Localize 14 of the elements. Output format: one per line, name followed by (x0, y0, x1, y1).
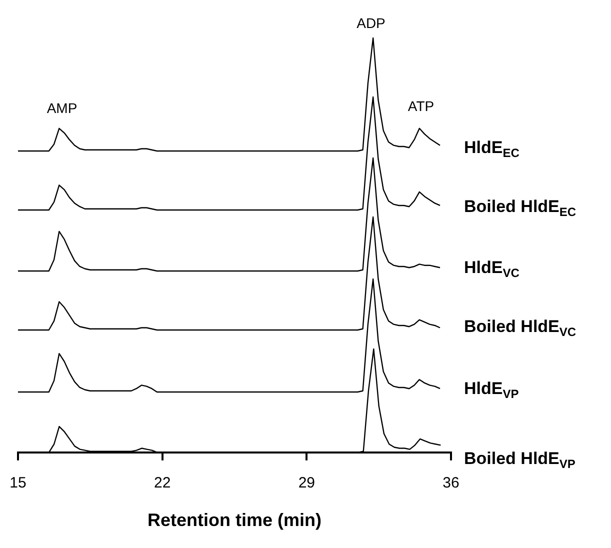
x-tick-label: 22 (154, 474, 171, 492)
series-label: Boiled HldE$_{VC}$ (464, 317, 576, 339)
x-axis-title: Retention time (min) (148, 510, 322, 530)
x-tick-label: 29 (298, 474, 316, 492)
series-label: HldE$_{VC}$ (464, 258, 520, 280)
series-label: Boiled HldE$_{EC}$ (464, 197, 576, 219)
series-label: Boiled HldE$_{VP}$ (464, 449, 576, 471)
text: ADP (356, 15, 386, 31)
series-label: HldE$_{VP}$ (464, 379, 519, 401)
annotation: ATP (408, 98, 434, 114)
x-tick-label: 36 (442, 474, 460, 492)
series-label: HldE$_{EC}$ (464, 138, 520, 160)
x-tick-label: 15 (10, 474, 26, 492)
annotation: AMP (46, 100, 78, 116)
